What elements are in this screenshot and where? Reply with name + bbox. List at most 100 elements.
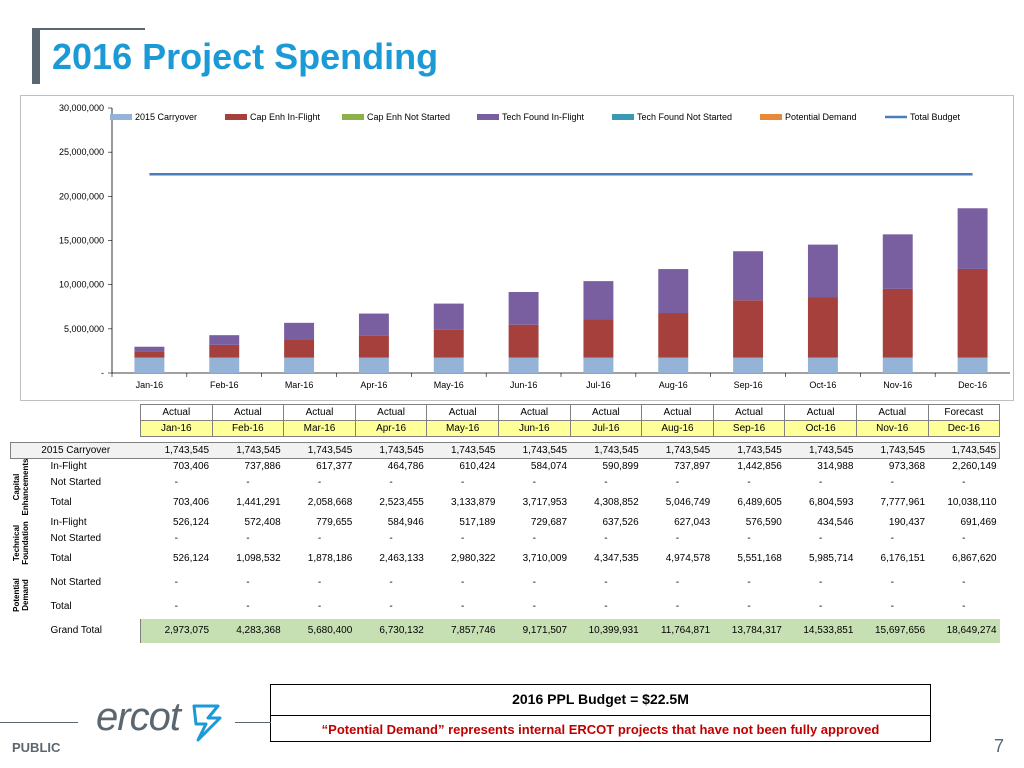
table-cell: 703,406 (172, 497, 210, 508)
table-cell: 584,946 (387, 517, 424, 528)
bar-segment (957, 208, 988, 269)
stacked-bar-chart: - 5,000,000 10,000,000 15,000,000 20,000,000… (59, 103, 1010, 390)
bar-segment (134, 351, 165, 358)
x-tick-label: Jun-16 (510, 380, 538, 390)
table-cell: - (747, 533, 751, 544)
table-cell: - (818, 577, 823, 588)
table-cell: Actual (641, 404, 714, 421)
table-cell: Actual (354, 404, 428, 421)
legend-label: Tech Found Not Started (637, 112, 732, 122)
public-label: PUBLIC (12, 740, 61, 755)
table-cell: - (389, 533, 393, 544)
x-tick-label: Aug-16 (659, 380, 688, 390)
title-accent-line (32, 28, 145, 30)
bar-segment (807, 297, 838, 358)
table-cell: Actual (497, 404, 571, 421)
bar-segment (733, 251, 764, 301)
table-cell: - (532, 477, 536, 488)
table-cell: 3,717,953 (522, 497, 568, 508)
table-cell: - (461, 601, 465, 612)
table-cell: - (675, 533, 680, 544)
table-cell: Aug-16 (641, 420, 714, 437)
legend-label: Cap Enh Not Started (367, 112, 450, 122)
table-cell: 18,649,274 (928, 618, 1000, 643)
table-cell: - (675, 477, 680, 488)
table-cell: 637,526 (602, 517, 639, 528)
technical-in-flight-row: Technical Foundation In-Flight 526,124 572… (11, 515, 1000, 564)
table-cell: - (389, 601, 393, 612)
x-tick-label: Oct-16 (809, 380, 836, 390)
table-cell: Sep-16 (712, 420, 786, 437)
budget-title: 2016 PPL Budget = $22.5M (512, 691, 689, 707)
table-cell: 4,974,578 (665, 553, 711, 564)
table-cell: 2,463,133 (379, 553, 424, 564)
y-tick-label: 25,000,000 (59, 147, 104, 157)
table-cell: - (604, 533, 608, 544)
table-cell: 6,730,132 (355, 618, 427, 643)
table-cell: 5,551,168 (737, 553, 782, 564)
table-cell: Jun-16 (497, 420, 571, 437)
table-cell: 5,985,714 (808, 553, 854, 564)
table-cell: 610,424 (459, 461, 496, 473)
legend-swatch (225, 114, 247, 120)
table-cell: - (747, 477, 751, 488)
bar-segment (134, 357, 165, 373)
table-cell: 973,368 (888, 461, 926, 473)
table-cell: - (246, 477, 250, 488)
table-cell: - (317, 533, 322, 544)
legend-swatch (110, 114, 132, 120)
table-cell: - (532, 577, 536, 588)
x-tick-label: Jan-16 (136, 380, 164, 390)
table-cell: 1,743,545 (856, 442, 929, 459)
table-cell: 1,743,545 (928, 442, 1001, 459)
table-cell: 4,347,535 (594, 553, 639, 564)
table-cell: 1,743,545 (570, 442, 642, 459)
table-cell: - (174, 601, 178, 612)
capital-group-label: Capital Enhancements (11, 458, 30, 516)
capital-total-row: Total 703,406 1,441,291 2,058,668 2,523,455… (11, 491, 1000, 515)
table-cell: 10,399,931 (570, 618, 642, 643)
table-cell: 5,046,749 (665, 497, 711, 508)
table-cell: 526,124 (172, 517, 210, 528)
table-cell: - (962, 577, 966, 588)
table-cell: 526,124 (172, 553, 210, 564)
table-cell: Actual (283, 404, 356, 421)
x-tick-label: Jul-16 (586, 380, 611, 390)
legend-label: Total Budget (910, 112, 961, 122)
bar-segment (284, 357, 315, 373)
table-cell: Actual (712, 404, 786, 421)
table-cell: 576,590 (745, 517, 782, 528)
bar-segment (733, 300, 764, 358)
legend-swatch (477, 114, 499, 120)
table-cell: Actual (569, 404, 643, 421)
footer-line (235, 722, 271, 723)
table-cell: Forecast (927, 404, 1001, 421)
table-cell: 2,058,668 (307, 497, 353, 508)
table-cell: 5,680,400 (283, 618, 356, 643)
table-cell: 1,743,545 (283, 442, 356, 459)
carryover-label: 2015 Carryover (10, 442, 141, 459)
table-cell: 464,786 (387, 461, 424, 473)
y-tick-label: 10,000,000 (59, 280, 104, 290)
table-cell: May-16 (426, 420, 499, 437)
table-cell: 1,743,545 (498, 442, 571, 459)
table-cell: Actual (784, 404, 857, 421)
table-cell: - (818, 477, 823, 488)
table-cell: - (174, 533, 178, 544)
bar-segment (583, 357, 614, 373)
table-cell: 10,038,110 (947, 497, 997, 508)
table-cell: 2,260,149 (952, 461, 997, 473)
table-cell: - (317, 601, 322, 612)
table-cell: 13,784,317 (713, 618, 785, 643)
table-cell: - (389, 477, 393, 488)
legend-swatch (760, 114, 782, 120)
table-cell: - (461, 577, 465, 588)
table-cell: - (532, 601, 536, 612)
legend-swatch (342, 114, 364, 120)
table-cell: 517,189 (459, 517, 496, 528)
table-cell: - (962, 533, 966, 544)
legend-label: 2015 Carryover (135, 112, 197, 122)
table-cell: - (747, 601, 751, 612)
legend-swatch (612, 114, 634, 120)
budget-divider (271, 715, 930, 716)
